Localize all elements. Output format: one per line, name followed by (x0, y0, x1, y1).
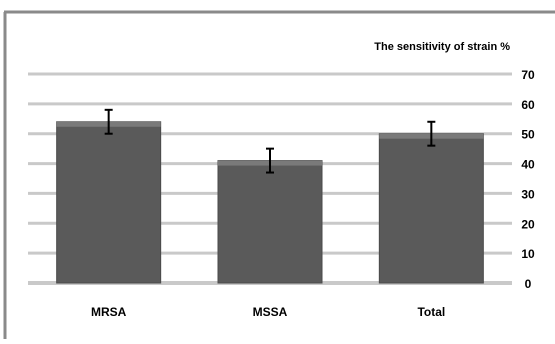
bar-mssa (217, 160, 323, 284)
y-tick-label-60: 60 (521, 98, 535, 112)
x-tick-label-mrsa: MRSA (91, 305, 127, 319)
x-tick-label-mssa: MSSA (253, 305, 288, 319)
y-tick-label-70: 70 (521, 68, 535, 82)
y-axis-label: The sensitivity of strain % (374, 41, 510, 53)
y-tick-label-10: 10 (521, 247, 535, 261)
error-bars (104, 108, 436, 174)
y-tick-label-0: 0 (525, 277, 532, 291)
y-tick-label-20: 20 (521, 217, 535, 231)
y-tick-labels: 0 10 20 30 40 50 60 70 (521, 68, 535, 291)
bars (56, 121, 484, 284)
bar-total (378, 133, 484, 284)
x-tick-label-total: Total (417, 305, 445, 319)
x-tick-labels: MRSA MSSA Total (91, 305, 445, 319)
y-tick-label-30: 30 (521, 187, 535, 201)
y-tick-label-40: 40 (521, 158, 535, 172)
y-tick-label-50: 50 (521, 128, 535, 142)
bar-mrsa (56, 121, 162, 284)
